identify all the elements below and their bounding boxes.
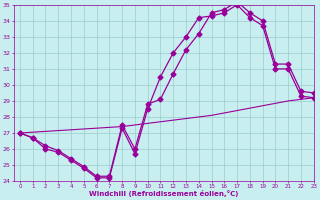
X-axis label: Windchill (Refroidissement éolien,°C): Windchill (Refroidissement éolien,°C)	[89, 190, 238, 197]
